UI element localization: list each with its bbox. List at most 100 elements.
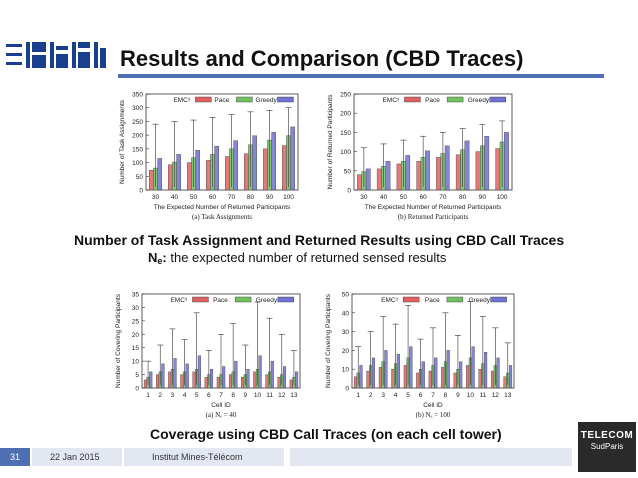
bar [277,377,281,389]
chart-svg: 0 50 100 150 200 250 300 350 Number of Task Assi… [119,92,299,221]
legend-swatch [277,296,294,303]
legend-label: Greedy [256,297,278,304]
x-tick-label: 10 [254,392,262,399]
bar [295,371,299,389]
ne-note: Ne: the expected number of returned sens… [148,250,446,266]
y-tick-label: 200 [340,111,351,118]
y-tick-label: 200 [132,133,143,140]
x-tick-label: 90 [266,194,274,201]
legend-swatch [446,96,464,103]
bar [234,360,238,389]
x-tick-label: 5 [195,392,199,399]
bar [195,150,200,191]
x-tick-label: 10 [467,392,475,399]
title-underline [118,74,604,78]
x-axis-label: Cell ID [211,402,231,409]
plot-frame [145,93,299,191]
bar [228,374,233,389]
legend-swatch [195,96,212,103]
x-tick-label: 9 [243,392,247,399]
bar [384,350,388,389]
x-tick-label: 8 [231,392,235,399]
bar [168,164,173,191]
x-tick-label: 80 [247,194,255,201]
y-tick-label: 0 [345,386,349,393]
y-tick-label: 15 [132,345,140,352]
legend-swatch [446,296,464,303]
chart-caption: (b) Nₑ = 100 [416,411,451,419]
y-tick-label: 250 [132,119,143,126]
bar [253,371,257,389]
x-axis-label: Cell ID [423,402,443,409]
bar [289,379,293,389]
x-tick-label: 80 [459,194,467,201]
x-tick-label: 9 [456,392,460,399]
telecom-logo-line2: SudParis [590,442,624,451]
chart-returned-participants: 0 50 100 150 200 250 Number of Returned Partic… [324,88,516,224]
bar [466,365,470,389]
x-tick-label: 3 [171,392,175,399]
y-tick-label: 25 [132,318,140,325]
legend-swatch [192,296,209,303]
bar [409,346,413,389]
bar [246,368,250,389]
bar [282,366,286,389]
legend-label: Pace [425,97,440,104]
bar [222,366,226,389]
legend-label: Greedy [255,97,277,104]
legend-label: Greedy [469,297,491,304]
legend-swatch [402,296,420,303]
bar [405,155,411,191]
plot-frame [353,93,513,191]
bar [416,372,420,389]
y-axis-label: Number of Task Assignments [119,99,126,184]
bar [271,132,276,191]
bar [149,170,154,191]
legend-swatch [489,96,506,103]
ne-colon: : [162,250,167,265]
x-tick-label: 2 [369,392,373,399]
bar [209,368,214,389]
bar [495,148,501,191]
bar [416,160,422,191]
x-tick-label: 30 [152,194,160,201]
bar [359,365,363,389]
y-tick-label: 10 [342,367,350,374]
legend-swatch [404,96,421,103]
bar [434,357,438,389]
bar [376,168,382,191]
bar [403,365,407,389]
bar [428,370,432,389]
bar [197,355,201,389]
bar [421,361,425,389]
bar [365,168,371,191]
bar [496,357,500,389]
y-tick-label: 0 [135,386,139,393]
bar [353,376,358,389]
slide-title: Results and Comparison (CBD Traces) [120,46,524,71]
legend-swatch [277,96,294,103]
bar [385,160,391,191]
caption-coverage: Coverage using CBD Call Traces (on each … [150,426,502,442]
footer-date: 22 Jan 2015 [32,448,122,466]
bar [258,355,262,389]
x-tick-label: 30 [360,194,368,201]
y-tick-label: 250 [340,92,351,99]
bar [168,371,172,389]
legend-label: EMC³ [381,297,398,304]
bar [490,370,495,389]
chart-caption: (a) Task Assignments [192,213,252,221]
legend-label: Pace [425,297,440,304]
bar [508,365,513,389]
bar [156,374,160,389]
y-axis-label: Number of Covering Participants [325,293,332,388]
y-tick-label: 50 [136,174,144,181]
ne-description: the expected number of returned sensed r… [166,250,447,265]
bar [475,151,481,191]
x-axis-label: The Expected Number of Returned Particip… [365,204,502,211]
y-axis-label: Number of Covering Participants [115,293,122,388]
y-tick-label: 40 [342,310,350,317]
x-tick-label: 12 [492,392,500,399]
y-tick-label: 50 [344,168,352,175]
